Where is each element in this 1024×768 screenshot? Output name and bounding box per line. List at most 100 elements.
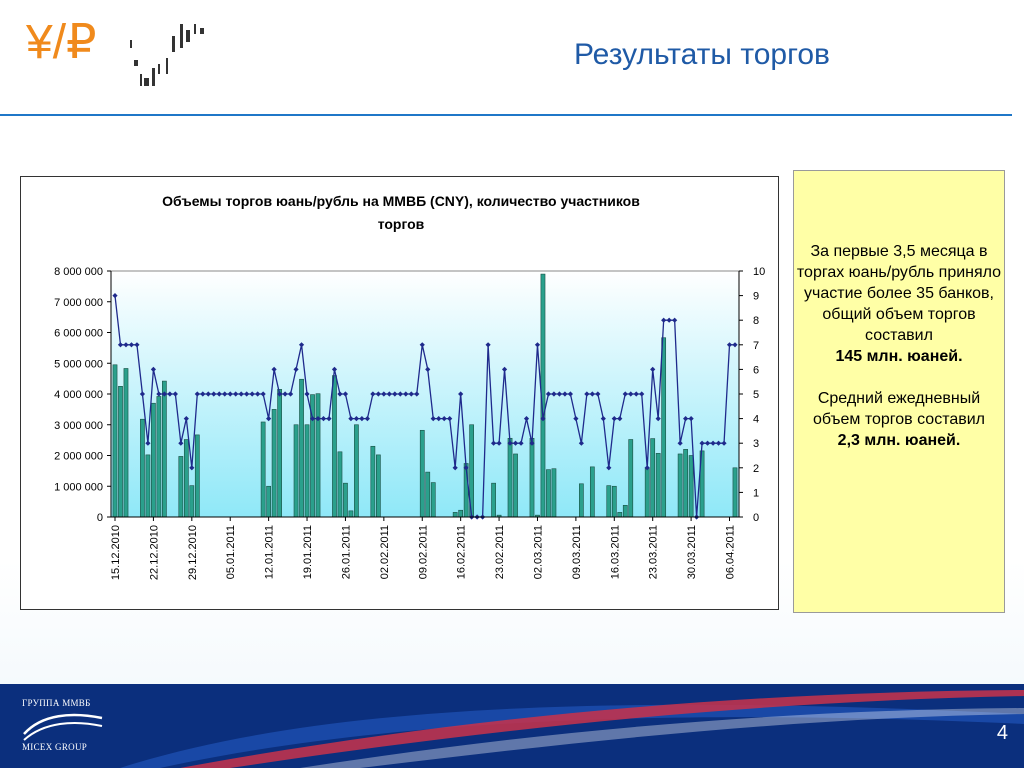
volume-bar — [606, 485, 612, 518]
volume-bar — [118, 386, 123, 518]
participants-point — [255, 391, 261, 397]
x-tick-label: 09.03.2011 — [571, 525, 583, 579]
participants-point — [128, 342, 135, 348]
volume-bar — [732, 467, 738, 518]
y-right-tick-label: 8 — [753, 315, 759, 327]
participants-point — [392, 391, 398, 397]
note-text-1: За первые 3,5 месяца в торгах юань/рубль… — [796, 243, 1002, 344]
participants-point — [172, 391, 178, 397]
volume-bar — [315, 393, 321, 518]
volume-bar — [189, 485, 195, 518]
participants-point — [562, 391, 568, 397]
footer-bar: ГРУППА ММВБ MICEX GROUP 4 — [0, 684, 1024, 768]
participants-point — [507, 440, 513, 446]
volume-bar — [617, 512, 623, 518]
volume-bar — [425, 471, 431, 518]
x-tick-label: 06.04.2011 — [725, 525, 737, 579]
y-right-tick-label: 3 — [753, 438, 759, 450]
volume-bar — [419, 429, 425, 518]
participants-point — [622, 391, 628, 397]
x-tick-label: 16.02.2011 — [456, 525, 468, 579]
participants-point — [496, 440, 502, 446]
volume-bar — [513, 453, 518, 518]
x-tick-label: 29.12.2010 — [187, 525, 199, 580]
participants-point — [277, 391, 283, 397]
volume-bar — [140, 418, 145, 518]
participants-point — [320, 416, 327, 422]
participants-point — [282, 391, 288, 397]
participants-point — [715, 440, 722, 446]
participants-point — [249, 391, 255, 397]
y-right-tick-label: 0 — [753, 512, 759, 524]
participants-point — [200, 391, 206, 397]
volume-bar — [370, 445, 376, 518]
volume-bar — [622, 505, 628, 518]
volume-bar — [277, 389, 282, 518]
participants-point — [167, 391, 173, 397]
y-right-tick-label: 2 — [753, 463, 759, 475]
y-right-tick-label: 4 — [753, 414, 759, 426]
participants-point — [381, 391, 387, 397]
volume-bar — [655, 453, 661, 518]
volume-bar — [145, 454, 151, 518]
participants-point — [529, 440, 535, 446]
volume-bar — [112, 364, 118, 518]
x-tick-label: 09.02.2011 — [417, 525, 429, 579]
x-tick-label: 05.01.2011 — [225, 525, 237, 579]
participants-point — [639, 391, 645, 397]
participants-point — [419, 342, 425, 348]
note-text-2: Средний ежедневный объем торгов составил — [812, 390, 986, 428]
participants-point — [644, 465, 650, 471]
x-tick-label: 12.01.2011 — [264, 525, 276, 579]
participants-point — [386, 391, 392, 397]
participants-point — [227, 391, 233, 397]
x-tick-label: 26.01.2011 — [340, 525, 352, 579]
volume-bar — [271, 409, 277, 518]
volume-bar — [677, 453, 683, 518]
participants-point — [666, 317, 672, 323]
participants-point — [353, 416, 360, 422]
volume-bar — [332, 375, 337, 518]
chart-title: Объемы торгов юань/рубль на ММВБ (CNY), … — [162, 193, 640, 209]
participants-point — [518, 440, 524, 446]
x-tick-label: 16.03.2011 — [609, 525, 621, 579]
participants-point — [452, 465, 458, 471]
x-tick-label: 22.12.2010 — [148, 525, 160, 580]
participants-point — [726, 342, 733, 348]
participants-point — [501, 366, 508, 372]
participants-point — [260, 391, 266, 397]
volume-bar — [546, 469, 551, 518]
participants-point — [189, 465, 195, 471]
participants-point — [677, 440, 683, 446]
volume-bar — [529, 437, 535, 518]
x-tick-label: 02.03.2011 — [532, 525, 544, 579]
participants-point — [704, 440, 711, 446]
participants-point — [732, 342, 738, 348]
participants-point — [512, 440, 519, 446]
page-number: 4 — [996, 722, 1008, 744]
brand-en: MICEX GROUP — [22, 742, 88, 752]
participants-point — [238, 391, 244, 397]
participants-point — [304, 391, 310, 397]
participants-point — [458, 391, 464, 397]
volume-bar — [178, 456, 184, 518]
participants-point — [595, 391, 601, 397]
title-divider — [0, 114, 1012, 116]
participants-point — [628, 391, 634, 397]
participants-point — [156, 391, 162, 397]
volume-bar — [293, 424, 299, 518]
participants-point — [485, 342, 491, 348]
y-right-tick-label: 1 — [753, 487, 759, 499]
participants-point — [205, 391, 211, 397]
participants-point — [342, 391, 349, 397]
volume-bar — [162, 380, 167, 518]
participants-point — [123, 342, 129, 348]
participants-point — [337, 391, 343, 397]
participants-point — [567, 391, 573, 397]
volume-bar — [183, 439, 189, 518]
logo-text: ¥/₽ — [25, 16, 97, 69]
note-highlight-1: 145 млн. юаней. — [835, 348, 963, 365]
y-left-tick-label: 5 000 000 — [54, 358, 103, 370]
chart-panel: Объемы торгов юань/рубль на ММВБ (CNY), … — [20, 176, 779, 610]
volume-bar — [551, 468, 557, 518]
